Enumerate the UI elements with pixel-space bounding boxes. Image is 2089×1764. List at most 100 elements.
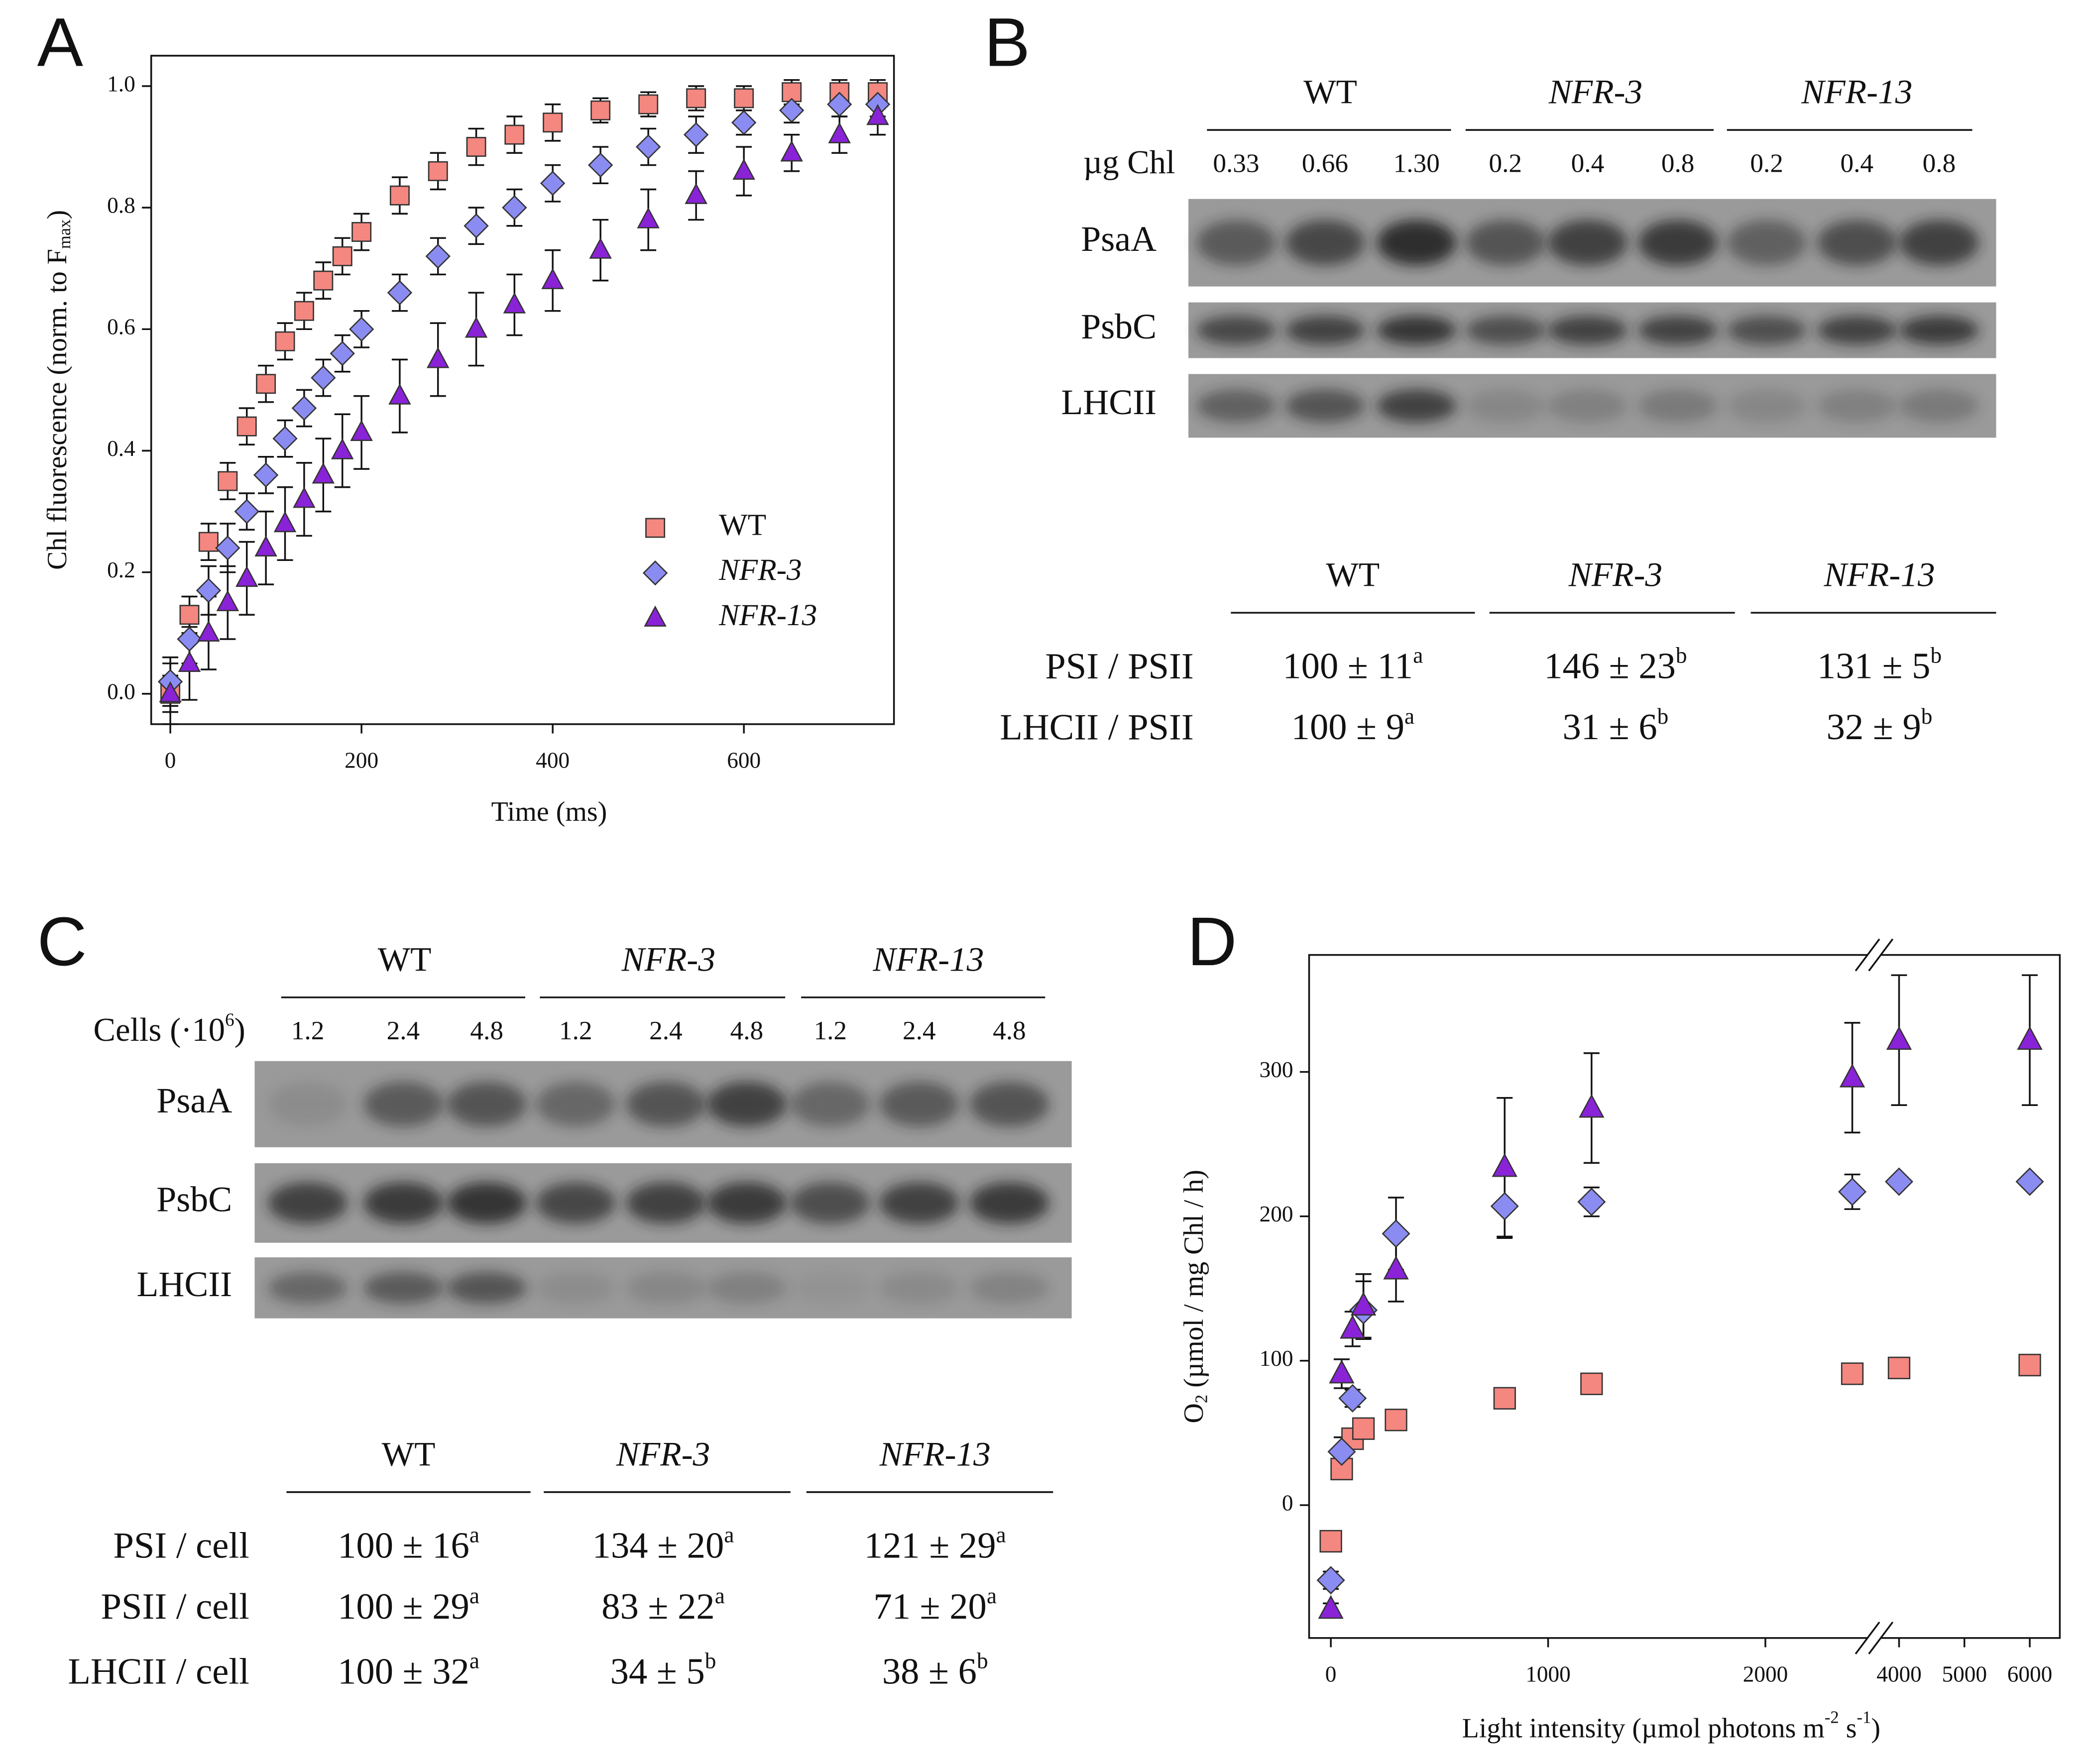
lane-load: 0.4	[1840, 148, 1873, 178]
cell-superscript: b	[1676, 643, 1687, 668]
cell-superscript: a	[724, 1523, 734, 1547]
y-tick-label: 0	[1282, 1490, 1293, 1515]
table-cell: 32 ± 9b	[1827, 704, 1933, 748]
table-cell: 131 ± 5b	[1817, 643, 1942, 687]
marker	[1338, 1384, 1367, 1413]
marker	[1887, 1356, 1911, 1379]
marker	[348, 317, 374, 342]
column-header: WT	[382, 1434, 436, 1473]
cell-value: 100 ± 11	[1282, 646, 1413, 687]
panel-label: D	[1187, 903, 1237, 980]
row-label: LHCII / PSII	[1000, 707, 1194, 748]
label-part: 2	[1192, 1395, 1211, 1403]
marker	[464, 213, 489, 238]
blot-band	[268, 1082, 348, 1127]
marker	[236, 416, 257, 437]
legend-marker	[642, 560, 668, 586]
table-cell: 134 ± 20a	[592, 1523, 734, 1566]
lane-load: 2.4	[649, 1016, 683, 1045]
lane-load: 4.8	[993, 1016, 1026, 1045]
row-label: PSI / cell	[113, 1525, 249, 1566]
marker	[311, 365, 336, 391]
band-label: PsaA	[156, 1081, 232, 1120]
cell-value: 34 ± 5	[610, 1652, 705, 1692]
lane-load: 1.30	[1393, 148, 1440, 178]
marker	[826, 92, 852, 117]
marker	[1340, 1315, 1366, 1339]
marker	[253, 462, 279, 488]
table-cell: 100 ± 32a	[338, 1649, 479, 1692]
marker	[589, 237, 612, 259]
marker	[425, 243, 451, 269]
x-tick-label: 0	[165, 748, 176, 773]
label-part: max	[55, 220, 74, 249]
marker	[780, 140, 803, 162]
y-tick-label: 1.0	[107, 71, 135, 96]
marker	[1350, 1292, 1377, 1316]
marker	[275, 331, 295, 351]
legend-label: WT	[719, 508, 766, 542]
cell-superscript: a	[987, 1583, 997, 1608]
cell-value: 131 ± 5	[1817, 646, 1930, 687]
marker	[215, 535, 240, 561]
cell-superscript: a	[1404, 704, 1414, 729]
cell-superscript: b	[1657, 704, 1669, 729]
label-part: -2	[1825, 1708, 1839, 1727]
table-cell: 100 ± 11a	[1282, 643, 1423, 687]
cell-value: 121 ± 29	[864, 1525, 996, 1566]
marker	[428, 161, 448, 181]
label-part: Light intensity (µmol photons m	[1462, 1713, 1825, 1744]
blot-band	[1899, 316, 1979, 345]
blot-band	[626, 1182, 706, 1224]
blot-band	[268, 1272, 348, 1304]
label-part: (µmol / mg Chl / h)	[1178, 1170, 1209, 1395]
row-label: LHCII / cell	[68, 1652, 249, 1692]
blot-band	[879, 1272, 959, 1304]
marker	[1383, 1255, 1409, 1280]
lane-load: 2.4	[387, 1016, 420, 1045]
blot-band	[1465, 316, 1545, 345]
marker	[1318, 1595, 1344, 1619]
marker	[198, 532, 219, 552]
band-label: LHCII	[136, 1264, 232, 1304]
marker	[1841, 1362, 1864, 1385]
y-tick-label: 200	[1260, 1202, 1293, 1226]
row-label: PSI / PSII	[1045, 646, 1193, 687]
blot-band	[1285, 220, 1365, 266]
marker	[178, 651, 201, 672]
band-label: PsaA	[1081, 219, 1157, 259]
x-tick-label: 4000	[1876, 1662, 1922, 1687]
label-part: O	[1178, 1403, 1209, 1423]
lane-load: 4.8	[730, 1016, 764, 1045]
column-header: NFR-3	[616, 1434, 710, 1473]
marker	[683, 122, 709, 147]
marker	[218, 471, 238, 491]
cell-value: 83 ± 22	[601, 1586, 714, 1627]
cell-value: 134 ± 20	[592, 1525, 724, 1566]
axis-break	[1855, 1621, 1880, 1654]
cell-superscript: a	[715, 1583, 725, 1608]
label-part: Cells (·10	[94, 1012, 225, 1048]
group-header: NFR-3	[621, 940, 715, 978]
label-part: Chl fluorescence (norm. to F	[42, 249, 73, 570]
x-tick-label: 5000	[1942, 1662, 1987, 1687]
cell-value: 100 ± 9	[1291, 707, 1404, 748]
group-header: WT	[1303, 73, 1357, 111]
blot-band	[706, 1082, 787, 1127]
marker	[732, 158, 755, 180]
marker	[1490, 1192, 1519, 1220]
marker	[731, 110, 757, 135]
blot-band	[1285, 389, 1365, 423]
table-cell: 146 ± 23b	[1544, 643, 1687, 687]
blot-band	[447, 1182, 527, 1224]
table-cell: 34 ± 5b	[610, 1649, 716, 1692]
blot-band	[1727, 316, 1807, 345]
blot-band	[1465, 389, 1545, 423]
blot-band	[447, 1272, 527, 1304]
blot-band	[1817, 389, 1897, 423]
label-part: µg Chl	[1083, 144, 1175, 181]
marker	[466, 137, 486, 157]
marker	[540, 171, 566, 196]
marker	[1352, 1417, 1375, 1440]
marker	[541, 268, 564, 289]
